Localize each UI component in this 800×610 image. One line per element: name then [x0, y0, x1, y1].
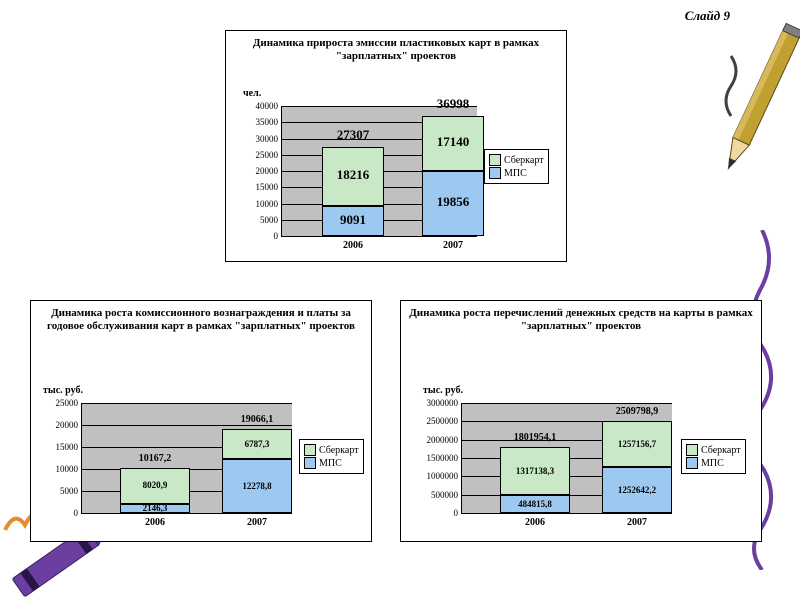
legend-label: МПС: [504, 168, 527, 179]
bar-value-mps: 1252642,2: [602, 485, 672, 495]
plot-area: 0500000100000015000002000000250000030000…: [461, 403, 672, 514]
legend: Сберкарт МПС: [681, 439, 746, 474]
legend-item-mps: МПС: [304, 457, 359, 469]
chart-top: Динамика прироста эмиссии пластиковых ка…: [225, 30, 567, 262]
y-tick: 15000: [256, 182, 279, 192]
y-tick: 2000000: [427, 435, 459, 445]
y-tick: 2500000: [427, 416, 459, 426]
x-tick: 2006: [343, 240, 363, 251]
chart-title: Динамика прироста эмиссии пластиковых ка…: [226, 31, 566, 65]
legend: Сберкарт МПС: [299, 439, 364, 474]
y-tick: 15000: [56, 442, 79, 452]
legend-item-sber: Сберкарт: [686, 444, 741, 456]
bar-total: 2509798,9: [616, 406, 659, 417]
legend-label: МПС: [319, 458, 342, 469]
bar-value-mps: 2146,3: [120, 503, 190, 513]
bar-value-sber: 18216: [322, 167, 384, 183]
gridline: [282, 236, 477, 237]
gridline: [462, 513, 672, 514]
chart-bottom-right: Динамика роста перечислений денежных сре…: [400, 300, 762, 542]
legend-item-sber: Сберкарт: [304, 444, 359, 456]
bar-total: 1801954,1: [514, 432, 557, 443]
x-tick: 2007: [247, 517, 267, 528]
swatch-mps: [489, 167, 501, 179]
y-tick: 20000: [56, 420, 79, 430]
bar-value-mps: 12278,8: [222, 481, 292, 491]
y-tick: 30000: [256, 134, 279, 144]
legend-label: Сберкарт: [701, 445, 741, 456]
bar-value-sber: 17140: [422, 134, 484, 150]
y-tick: 3000000: [427, 398, 459, 408]
plot-area: 0500010000150002000025000300003500040000…: [281, 106, 477, 237]
legend-label: Сберкарт: [319, 445, 359, 456]
legend-label: МПС: [701, 458, 724, 469]
bar-total: 19066,1: [241, 414, 274, 425]
y-tick: 500000: [431, 490, 458, 500]
chart-title: Динамика роста комиссионного вознагражде…: [31, 301, 371, 335]
legend-item-sber: Сберкарт: [489, 154, 544, 166]
bar-total: 27307: [337, 127, 370, 143]
swatch-sber: [686, 444, 698, 456]
legend-item-mps: МПС: [489, 167, 544, 179]
y-tick: 1000000: [427, 471, 459, 481]
legend: Сберкарт МПС: [484, 149, 549, 184]
y-tick: 40000: [256, 101, 279, 111]
x-tick: 2007: [443, 240, 463, 251]
legend-label: Сберкарт: [504, 155, 544, 166]
bar-total: 36998: [437, 96, 470, 112]
y-tick: 0: [454, 508, 459, 518]
y-tick: 5000: [260, 215, 278, 225]
y-tick: 10000: [256, 199, 279, 209]
y-axis-label: тыс. руб.: [423, 385, 463, 396]
y-tick: 1500000: [427, 453, 459, 463]
chart-bottom-left: Динамика роста комиссионного вознагражде…: [30, 300, 372, 542]
pencil-icon: [716, 6, 800, 196]
swatch-sber: [304, 444, 316, 456]
gridline: [462, 403, 672, 404]
bar-value-sber: 6787,3: [222, 439, 292, 449]
bar-value-sber: 1257156,7: [602, 439, 672, 449]
legend-item-mps: МПС: [686, 457, 741, 469]
y-tick: 10000: [56, 464, 79, 474]
gridline: [82, 513, 292, 514]
y-axis-label: тыс. руб.: [43, 385, 83, 396]
y-tick: 5000: [60, 486, 78, 496]
gridline: [82, 403, 292, 404]
bar-value-mps: 19856: [422, 194, 484, 210]
y-tick: 35000: [256, 117, 279, 127]
chart-title: Динамика роста перечислений денежных сре…: [401, 301, 761, 335]
bar-value-mps: 484815,8: [500, 499, 570, 509]
y-tick: 25000: [256, 150, 279, 160]
bar-value-sber: 8020,9: [120, 480, 190, 490]
bar-total: 10167,2: [139, 453, 172, 464]
y-axis-label: чел.: [243, 88, 261, 99]
bar-value-sber: 1317138,3: [500, 466, 570, 476]
y-tick: 25000: [56, 398, 79, 408]
swatch-sber: [489, 154, 501, 166]
y-tick: 0: [274, 231, 279, 241]
plot-area: 05000100001500020000250002146,38020,9101…: [81, 403, 292, 514]
y-tick: 0: [74, 508, 79, 518]
x-tick: 2007: [627, 517, 647, 528]
gridline: [82, 425, 292, 426]
x-tick: 2006: [525, 517, 545, 528]
swatch-mps: [686, 457, 698, 469]
bar-value-mps: 9091: [322, 212, 384, 228]
swatch-mps: [304, 457, 316, 469]
x-tick: 2006: [145, 517, 165, 528]
y-tick: 20000: [256, 166, 279, 176]
